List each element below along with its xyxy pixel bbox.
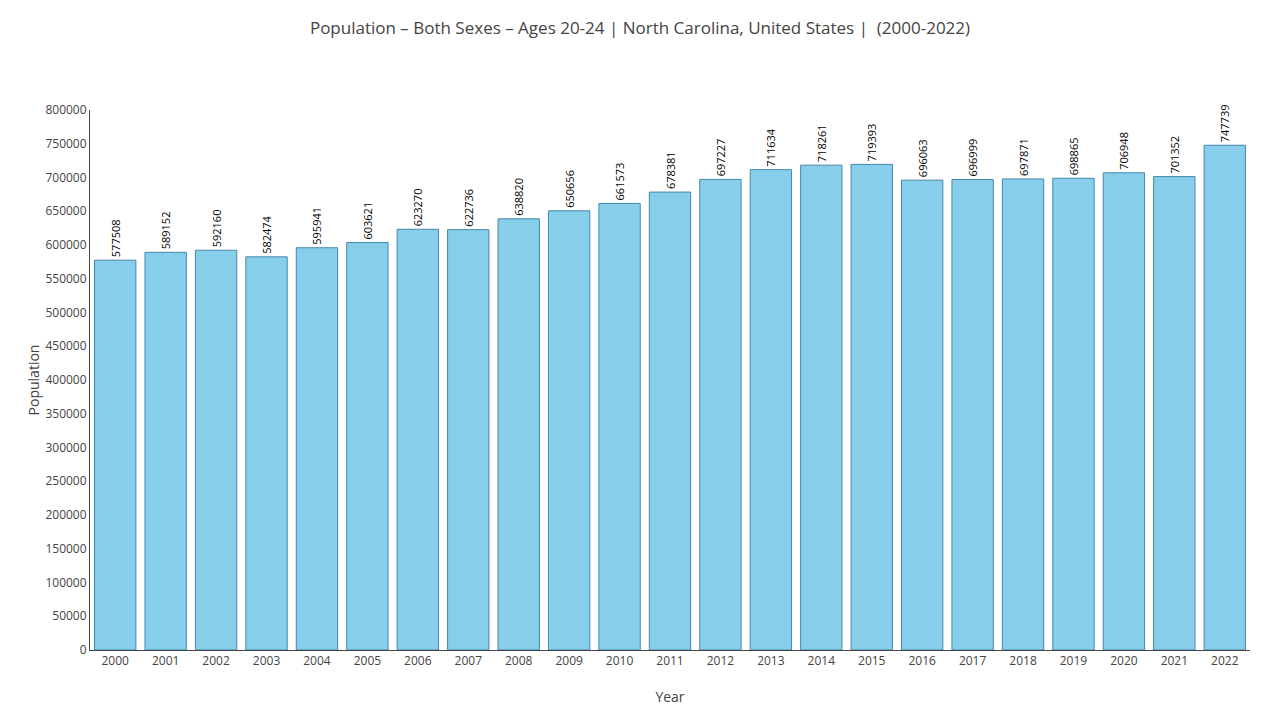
svg-text:500000: 500000 xyxy=(45,304,86,321)
svg-text:595941: 595941 xyxy=(309,207,324,245)
svg-text:0: 0 xyxy=(80,641,87,658)
svg-text:2013: 2013 xyxy=(757,652,785,669)
svg-text:592160: 592160 xyxy=(209,210,224,248)
svg-text:700000: 700000 xyxy=(45,169,86,186)
svg-text:2020: 2020 xyxy=(1110,652,1138,669)
svg-text:650656: 650656 xyxy=(562,170,577,208)
svg-text:2005: 2005 xyxy=(354,652,382,669)
svg-text:750000: 750000 xyxy=(45,135,86,152)
svg-text:250000: 250000 xyxy=(45,472,86,489)
svg-text:2018: 2018 xyxy=(1009,652,1037,669)
svg-text:638820: 638820 xyxy=(511,178,526,216)
svg-text:100000: 100000 xyxy=(45,574,86,591)
svg-text:2012: 2012 xyxy=(707,652,735,669)
svg-text:450000: 450000 xyxy=(45,337,86,354)
svg-text:200000: 200000 xyxy=(45,506,86,523)
svg-text:2000: 2000 xyxy=(101,652,129,669)
svg-text:696063: 696063 xyxy=(915,139,930,177)
svg-text:719393: 719393 xyxy=(864,124,879,162)
svg-text:2001: 2001 xyxy=(152,652,179,669)
svg-text:697871: 697871 xyxy=(1016,138,1031,176)
svg-text:Population: Population xyxy=(24,345,43,416)
svg-text:2009: 2009 xyxy=(555,652,583,669)
svg-text:711634: 711634 xyxy=(763,128,778,166)
svg-text:800000: 800000 xyxy=(45,101,86,118)
svg-text:2003: 2003 xyxy=(253,652,281,669)
svg-text:2015: 2015 xyxy=(858,652,886,669)
svg-text:2010: 2010 xyxy=(606,652,634,669)
svg-text:2006: 2006 xyxy=(404,652,432,669)
svg-text:2017: 2017 xyxy=(959,652,987,669)
svg-text:2021: 2021 xyxy=(1161,652,1188,669)
svg-text:2022: 2022 xyxy=(1211,652,1239,669)
svg-text:Year: Year xyxy=(655,687,684,706)
svg-text:718261: 718261 xyxy=(814,124,829,162)
svg-text:698865: 698865 xyxy=(1066,138,1081,176)
svg-text:747739: 747739 xyxy=(1217,105,1232,143)
svg-text:701352: 701352 xyxy=(1167,136,1182,174)
svg-text:2004: 2004 xyxy=(303,652,331,669)
svg-text:2008: 2008 xyxy=(505,652,533,669)
svg-text:350000: 350000 xyxy=(45,405,86,422)
svg-text:706948: 706948 xyxy=(1116,132,1131,170)
svg-text:2019: 2019 xyxy=(1060,652,1088,669)
svg-text:661573: 661573 xyxy=(612,163,627,201)
svg-text:697227: 697227 xyxy=(713,139,728,177)
svg-text:2007: 2007 xyxy=(455,652,483,669)
svg-text:577508: 577508 xyxy=(108,219,123,257)
svg-text:589152: 589152 xyxy=(158,212,173,250)
svg-text:600000: 600000 xyxy=(45,236,86,253)
svg-text:678381: 678381 xyxy=(663,151,678,189)
svg-text:150000: 150000 xyxy=(45,540,86,557)
svg-text:623270: 623270 xyxy=(410,189,425,227)
svg-text:400000: 400000 xyxy=(45,371,86,388)
svg-text:50000: 50000 xyxy=(52,607,86,624)
svg-text:2014: 2014 xyxy=(808,652,836,669)
svg-text:300000: 300000 xyxy=(45,439,86,456)
svg-text:550000: 550000 xyxy=(45,270,86,287)
svg-text:696999: 696999 xyxy=(965,139,980,177)
svg-text:582474: 582474 xyxy=(259,215,274,253)
svg-text:2016: 2016 xyxy=(908,652,936,669)
svg-text:650000: 650000 xyxy=(45,202,86,219)
svg-text:Population – Both Sexes – Ages: Population – Both Sexes – Ages 20-24 | N… xyxy=(310,16,970,39)
svg-text:2011: 2011 xyxy=(656,652,683,669)
svg-text:2002: 2002 xyxy=(202,652,230,669)
svg-text:603621: 603621 xyxy=(360,202,375,240)
svg-text:622736: 622736 xyxy=(461,189,476,227)
